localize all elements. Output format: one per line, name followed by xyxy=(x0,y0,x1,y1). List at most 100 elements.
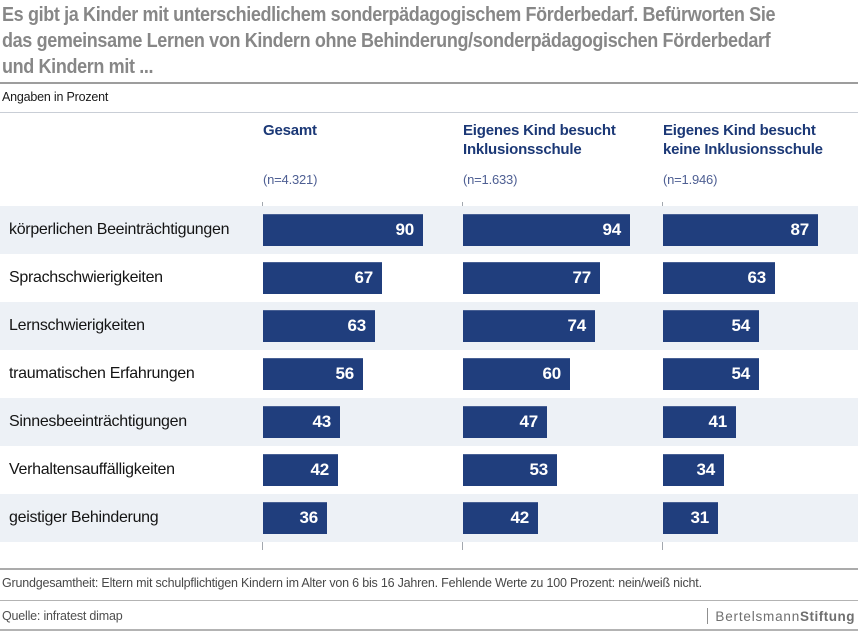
bar-value-label: 54 xyxy=(731,364,750,383)
bar-value-label: 94 xyxy=(602,220,621,239)
bar-cell: 53 xyxy=(463,454,557,486)
chart-row: körperlichen Beeinträchtigungen 90 94 87 xyxy=(0,206,858,254)
bar-value-label: 34 xyxy=(696,460,715,479)
chart-title-line: das gemeinsame Lernen von Kindern ohne B… xyxy=(2,30,771,52)
bar: 34 xyxy=(663,454,724,486)
brand-name-part1: Bertelsmann xyxy=(715,609,801,624)
bar: 54 xyxy=(663,358,759,390)
column-header-label: keine Inklusionsschule xyxy=(663,141,823,158)
bar-value-label: 31 xyxy=(690,508,709,527)
column-header-2: Eigenes Kind besucht Inklusionsschule (n=1… xyxy=(463,121,655,187)
column-header-label: Inklusionsschule xyxy=(463,141,582,158)
bar: 67 xyxy=(263,262,382,294)
divider-above-source xyxy=(0,600,858,601)
bar-cell: 56 xyxy=(263,358,363,390)
chart-rows: körperlichen Beeinträchtigungen 90 94 87 Spr… xyxy=(0,206,858,542)
bar: 41 xyxy=(663,406,736,438)
bar: 31 xyxy=(663,502,718,534)
column-header-label: Gesamt xyxy=(263,122,317,139)
chart-title-line: Es gibt ja Kinder mit unterschiedlichem … xyxy=(2,4,776,26)
bar: 63 xyxy=(263,310,375,342)
source-credit: Quelle: infratest dimap xyxy=(2,609,123,623)
row-label: Verhaltensauffälligkeiten xyxy=(9,461,175,478)
bar-cell: 90 xyxy=(263,214,423,246)
bar-cell: 43 xyxy=(263,406,340,438)
bar: 77 xyxy=(463,262,600,294)
bar-cell: 77 xyxy=(463,262,600,294)
bar: 87 xyxy=(663,214,818,246)
bar-cell: 87 xyxy=(663,214,818,246)
bar: 47 xyxy=(463,406,547,438)
bar-value-label: 42 xyxy=(310,460,329,479)
bar-cell: 54 xyxy=(663,358,759,390)
bar-cell: 74 xyxy=(463,310,595,342)
bar: 42 xyxy=(263,454,338,486)
bar-value-label: 67 xyxy=(354,268,373,287)
column-header-label: Eigenes Kind besucht xyxy=(663,122,816,139)
bottom-border xyxy=(0,629,858,631)
bar: 42 xyxy=(463,502,538,534)
chart-row: Lernschwierigkeiten 63 74 54 xyxy=(0,302,858,350)
bar-cell: 63 xyxy=(263,310,375,342)
bar: 36 xyxy=(263,502,327,534)
chart-row: Sinnesbeeinträchtigungen 43 47 41 xyxy=(0,398,858,446)
bar-value-label: 41 xyxy=(708,412,727,431)
bar-value-label: 77 xyxy=(572,268,591,287)
bar-cell: 42 xyxy=(263,454,338,486)
sample-size-label: (n=4.321) xyxy=(263,172,318,187)
row-label: geistiger Behinderung xyxy=(9,509,159,526)
bar-cell: 67 xyxy=(263,262,382,294)
bar-value-label: 90 xyxy=(395,220,414,239)
bar-cell: 36 xyxy=(263,502,327,534)
column-headers: Gesamt (n=4.321) Eigenes Kind besucht Inklu… xyxy=(0,121,858,206)
population-note: Grundgesamtheit: Eltern mit schulpflicht… xyxy=(2,576,702,590)
row-label: körperlichen Beeinträchtigungen xyxy=(9,221,230,238)
bar: 56 xyxy=(263,358,363,390)
chart-title: Es gibt ja Kinder mit unterschiedlichem … xyxy=(2,2,858,80)
bar-cell: 60 xyxy=(463,358,570,390)
bar-value-label: 74 xyxy=(567,316,586,335)
brand-logo: BertelsmannStiftung xyxy=(707,607,855,627)
bar-value-label: 56 xyxy=(335,364,354,383)
brand-name-part2: Stiftung xyxy=(800,609,855,624)
bar-value-label: 54 xyxy=(731,316,750,335)
bar-cell: 42 xyxy=(463,502,538,534)
bar-value-label: 43 xyxy=(312,412,331,431)
chart-row: Sprachschwierigkeiten 67 77 63 xyxy=(0,254,858,302)
bar-cell: 41 xyxy=(663,406,736,438)
bar-value-label: 63 xyxy=(347,316,366,335)
bar: 94 xyxy=(463,214,630,246)
bar-cell: 47 xyxy=(463,406,547,438)
bar: 74 xyxy=(463,310,595,342)
chart-row: traumatischen Erfahrungen 56 60 54 xyxy=(0,350,858,398)
bar-value-label: 60 xyxy=(542,364,561,383)
column-header-label: Eigenes Kind besucht xyxy=(463,122,616,139)
bar-cell: 34 xyxy=(663,454,724,486)
chart-row: Verhaltensauffälligkeiten 42 53 34 xyxy=(0,446,858,494)
brand-separator-bar xyxy=(707,608,709,624)
divider-under-title xyxy=(0,82,858,84)
bar-value-label: 87 xyxy=(790,220,809,239)
bar: 63 xyxy=(663,262,775,294)
sample-size-label: (n=1.946) xyxy=(663,172,718,187)
bar-cell: 54 xyxy=(663,310,759,342)
row-label: Sinnesbeeinträchtigungen xyxy=(9,413,187,430)
row-label: Sprachschwierigkeiten xyxy=(9,269,163,286)
chart-row: geistiger Behinderung 36 42 31 xyxy=(0,494,858,542)
bar-value-label: 42 xyxy=(510,508,529,527)
bar: 43 xyxy=(263,406,340,438)
divider-above-note xyxy=(0,568,858,570)
units-note: Angaben in Prozent xyxy=(2,90,109,104)
bar-value-label: 53 xyxy=(529,460,548,479)
bar: 90 xyxy=(263,214,423,246)
bar-cell: 63 xyxy=(663,262,775,294)
sample-size-label: (n=1.633) xyxy=(463,172,518,187)
row-label: Lernschwierigkeiten xyxy=(9,317,145,334)
column-header-3: Eigenes Kind besucht keine Inklusionsschu… xyxy=(663,121,855,187)
bar-cell: 94 xyxy=(463,214,630,246)
bar: 54 xyxy=(663,310,759,342)
bar-cell: 31 xyxy=(663,502,718,534)
divider-under-units xyxy=(0,112,858,113)
bar-value-label: 36 xyxy=(299,508,318,527)
